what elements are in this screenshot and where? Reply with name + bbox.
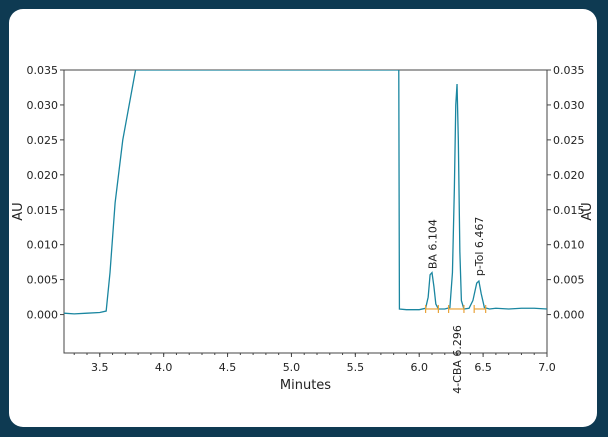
plot-area (64, 70, 547, 315)
x-tick-label-4: 5.5 (347, 361, 365, 374)
peak-label-1: 4-CBA 6.296 (451, 325, 464, 394)
chart-axes: 3.5 4.0 4.5 5.0 5.5 6.0 6.5 7.0 0.000 0.000 0.005 0… (11, 64, 595, 393)
y-tick-label-left-4: 0.020 (27, 169, 59, 182)
y-tick-label-right-2: 0.010 (553, 239, 585, 252)
x-tick-label-2: 4.5 (219, 361, 237, 374)
y-tick-label-left-2: 0.010 (27, 239, 59, 252)
x-axis-title: Minutes (280, 378, 331, 393)
peak-label-0: BA 6.104 (427, 219, 440, 269)
x-tick-label-1: 4.0 (155, 361, 173, 374)
y-tick-label-right-7: 0.035 (553, 64, 585, 77)
y-axis-title-right: AU (580, 202, 595, 220)
peak-label-2: p-Tol 6.467 (473, 217, 486, 277)
y-tick-label-left-5: 0.025 (27, 134, 59, 147)
chart-panel: 3.5 4.0 4.5 5.0 5.5 6.0 6.5 7.0 0.000 0.000 0.005 0… (9, 9, 597, 427)
y-tick-label-left-6: 0.030 (27, 99, 59, 112)
x-tick-label-5: 6.0 (410, 361, 428, 374)
y-axis-title-left: AU (11, 202, 26, 220)
y-tick-label-right-5: 0.025 (553, 134, 585, 147)
y-tick-label-right-6: 0.030 (553, 99, 585, 112)
y-tick-label-left-0: 0.000 (27, 309, 59, 322)
y-tick-label-right-1: 0.005 (553, 274, 585, 287)
x-tick-label-7: 7.0 (538, 361, 556, 374)
y-tick-label-right-0: 0.000 (553, 309, 585, 322)
y-tick-label-left-3: 0.015 (27, 204, 59, 217)
x-tick-label-3: 5.0 (283, 361, 301, 374)
x-tick-label-0: 3.5 (91, 361, 109, 374)
y-tick-label-right-3: 0.015 (553, 204, 585, 217)
series-line-0 (64, 70, 547, 315)
y-tick-label-left-1: 0.005 (27, 274, 59, 287)
y-tick-label-left-7: 0.035 (27, 64, 59, 77)
chart-labels: BA 6.104 4-CBA 6.296 p-Tol 6.467 (427, 217, 486, 394)
y-tick-label-right-4: 0.020 (553, 169, 585, 182)
x-tick-label-6: 6.5 (474, 361, 492, 374)
chromatogram-chart: 3.5 4.0 4.5 5.0 5.5 6.0 6.5 7.0 0.000 0.000 0.005 0… (11, 64, 595, 394)
